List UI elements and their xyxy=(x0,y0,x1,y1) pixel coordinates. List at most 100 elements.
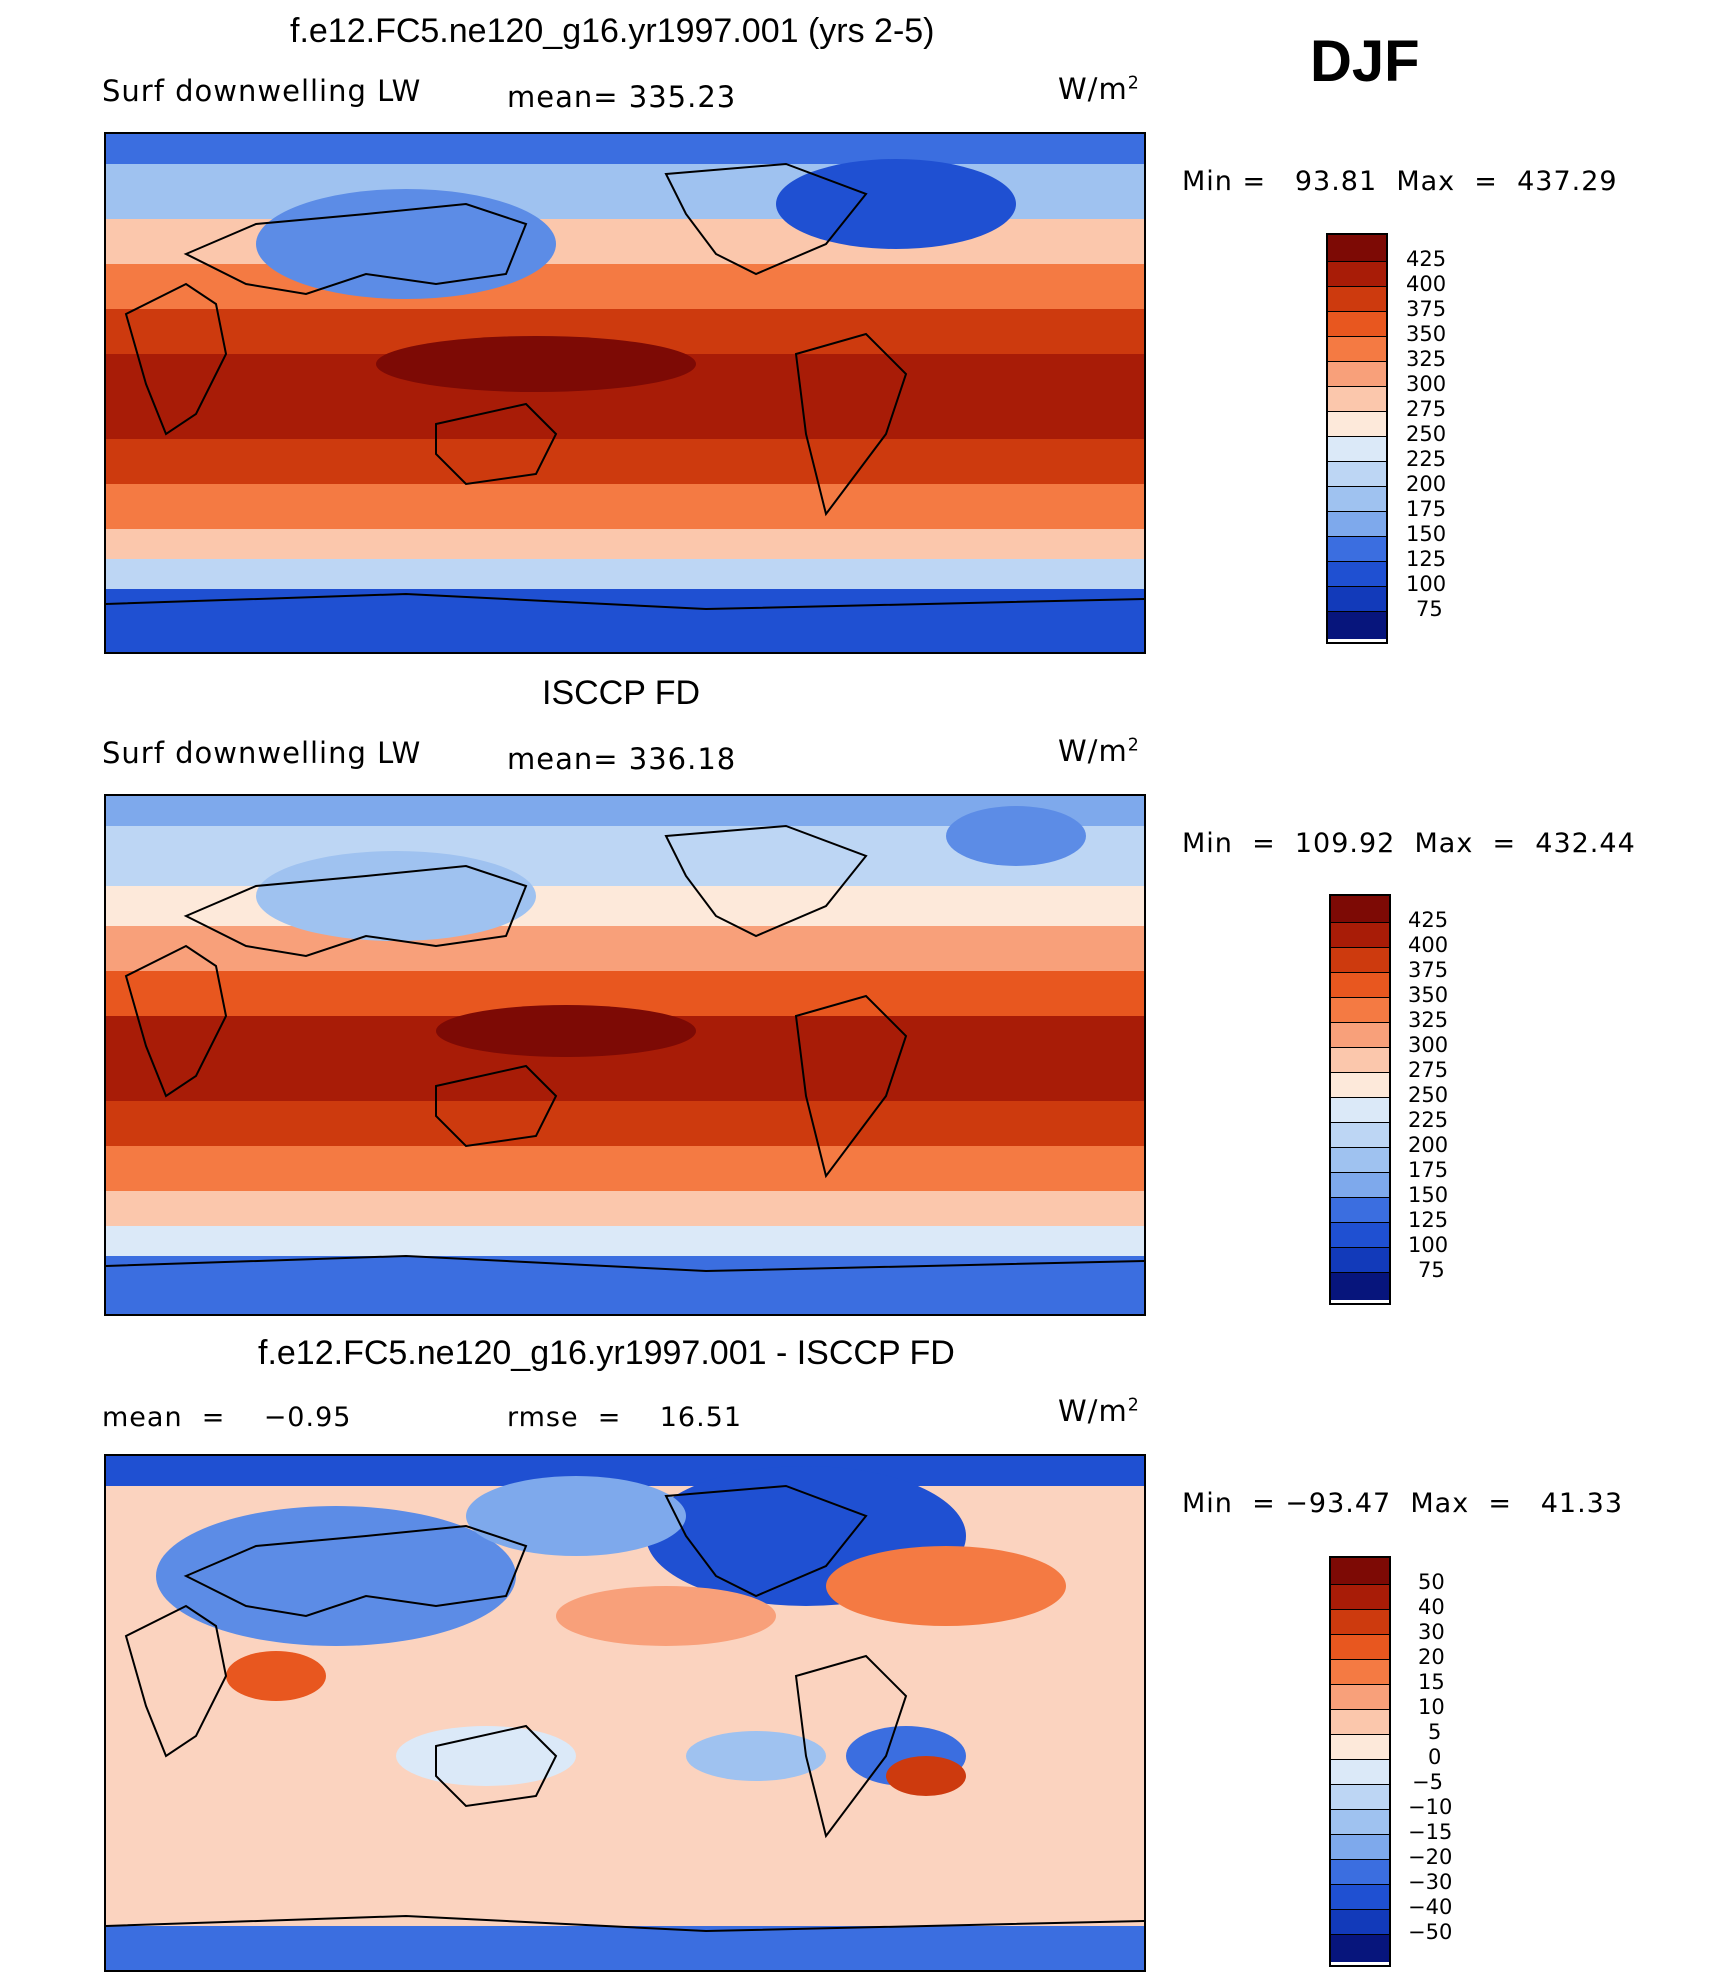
panel-3-units: W/m2 xyxy=(1058,1394,1140,1428)
p1-band xyxy=(106,484,1144,529)
colorbar-swatch xyxy=(1331,1198,1389,1223)
p3-eurasia-cold xyxy=(156,1506,516,1646)
colorbar-tick: 175 xyxy=(1408,1158,1449,1182)
colorbar-tick: 125 xyxy=(1406,547,1447,571)
p3-south-america-warm xyxy=(886,1756,966,1796)
colorbar-swatch xyxy=(1331,1273,1389,1300)
colorbar-tick: 30 xyxy=(1418,1620,1445,1644)
coast-australia xyxy=(435,1724,558,1808)
colorbar-tick: −5 xyxy=(1412,1770,1443,1794)
p2-band xyxy=(106,926,1144,971)
colorbar-swatch xyxy=(1331,1735,1389,1760)
panel-2-title: ISCCP FD xyxy=(542,674,701,712)
p1-arctic-cold xyxy=(776,159,1016,249)
colorbar-tick: 150 xyxy=(1406,522,1447,546)
colorbar-swatch xyxy=(1331,1023,1389,1048)
coast-australia xyxy=(435,1064,558,1148)
colorbar-swatch xyxy=(1331,1885,1389,1910)
p1-asia-cold xyxy=(256,189,556,299)
colorbar-tick: 325 xyxy=(1406,347,1447,371)
colorbar-swatch xyxy=(1331,1048,1389,1073)
colorbar-tick: −10 xyxy=(1408,1795,1453,1819)
colorbar-tick: 75 xyxy=(1416,597,1443,621)
colorbar-swatch xyxy=(1328,487,1386,512)
p3-pacific-warm xyxy=(556,1586,776,1646)
p2-band xyxy=(106,1146,1144,1191)
colorbar-swatch xyxy=(1331,896,1389,923)
panel-1-units: W/m2 xyxy=(1058,72,1140,106)
colorbar-swatch xyxy=(1331,1835,1389,1860)
colorbar-swatch xyxy=(1328,412,1386,437)
p3-antarctic-band xyxy=(106,1926,1144,1970)
colorbar-tick: 225 xyxy=(1408,1108,1449,1132)
season-label: DJF xyxy=(1310,29,1420,94)
panel-3-rmse-label: rmse = 16.51 xyxy=(507,1402,743,1433)
colorbar-tick: 275 xyxy=(1406,397,1447,421)
colorbar-tick: 0 xyxy=(1428,1745,1442,1769)
colorbar-tick: 200 xyxy=(1406,472,1447,496)
p3-africa-warm xyxy=(226,1651,326,1701)
coast-eurasia xyxy=(183,864,528,958)
colorbar-tick: 100 xyxy=(1408,1233,1449,1257)
colorbar-swatch xyxy=(1331,1760,1389,1785)
p1-warm-pool xyxy=(376,336,696,392)
p1-band xyxy=(106,559,1144,589)
colorbar-tick: 150 xyxy=(1408,1183,1449,1207)
panel-3-title: f.e12.FC5.ne120_g16.yr1997.001 - ISCCP F… xyxy=(258,1334,955,1372)
colorbar-swatch xyxy=(1331,948,1389,973)
colorbar-tick: 5 xyxy=(1428,1720,1442,1744)
colorbar-swatch xyxy=(1328,262,1386,287)
p2-band xyxy=(106,1226,1144,1256)
colorbar-swatch xyxy=(1331,1248,1389,1273)
colorbar-swatch xyxy=(1328,612,1386,639)
colorbar-tick: 425 xyxy=(1408,908,1449,932)
colorbar-tick: −30 xyxy=(1408,1870,1453,1894)
p3-atlantic-warm xyxy=(826,1546,1066,1626)
colorbar-swatch xyxy=(1331,998,1389,1023)
colorbar-tick: 10 xyxy=(1418,1695,1445,1719)
panel-1-colorbar xyxy=(1326,233,1388,644)
colorbar-tick: 125 xyxy=(1408,1208,1449,1232)
colorbar-swatch xyxy=(1328,537,1386,562)
colorbar-swatch xyxy=(1331,1123,1389,1148)
panel-1-map xyxy=(104,132,1146,654)
panel-2-min-max: Min = 109.92 Max = 432.44 xyxy=(1182,828,1636,859)
colorbar-swatch xyxy=(1328,587,1386,612)
colorbar-swatch xyxy=(1328,562,1386,587)
colorbar-tick: 75 xyxy=(1418,1258,1445,1282)
colorbar-tick: −40 xyxy=(1408,1895,1453,1919)
p3-coastlines xyxy=(106,1484,1144,1933)
p2-warm-pool xyxy=(436,1005,696,1057)
p3-southeast-pacific-cold xyxy=(686,1731,826,1781)
colorbar-tick: 400 xyxy=(1408,933,1449,957)
panel-3-map xyxy=(104,1454,1146,1972)
coast-south-america xyxy=(794,332,908,517)
colorbar-swatch xyxy=(1331,1585,1389,1610)
coast-eurasia xyxy=(183,1524,528,1618)
p2-band xyxy=(106,1191,1144,1226)
colorbar-swatch xyxy=(1331,1660,1389,1685)
panel-3-mean-label: mean = −0.95 xyxy=(102,1402,352,1433)
p1-band xyxy=(106,589,1144,652)
colorbar-tick: 400 xyxy=(1406,272,1447,296)
colorbar-swatch xyxy=(1331,973,1389,998)
colorbar-tick: 20 xyxy=(1418,1645,1445,1669)
colorbar-tick: 250 xyxy=(1408,1083,1449,1107)
p1-band xyxy=(106,134,1144,164)
colorbar-swatch xyxy=(1331,1148,1389,1173)
panel-3-min-max: Min = −93.47 Max = 41.33 xyxy=(1182,1488,1624,1519)
panel-1-mean-label: mean= 335.23 xyxy=(507,80,737,114)
coast-africa xyxy=(124,1604,228,1758)
colorbar-swatch xyxy=(1331,1635,1389,1660)
coast-south-america xyxy=(794,994,908,1179)
colorbar-swatch xyxy=(1328,312,1386,337)
panel-1-min-max: Min = 93.81 Max = 437.29 xyxy=(1182,166,1618,197)
p2-asia-cold xyxy=(256,851,536,941)
colorbar-tick: 300 xyxy=(1406,372,1447,396)
colorbar-swatch xyxy=(1331,1860,1389,1885)
colorbar-tick: 200 xyxy=(1408,1133,1449,1157)
p2-coastlines xyxy=(106,824,1144,1273)
colorbar-swatch xyxy=(1331,1098,1389,1123)
colorbar-tick: 225 xyxy=(1406,447,1447,471)
colorbar-tick: 350 xyxy=(1408,983,1449,1007)
